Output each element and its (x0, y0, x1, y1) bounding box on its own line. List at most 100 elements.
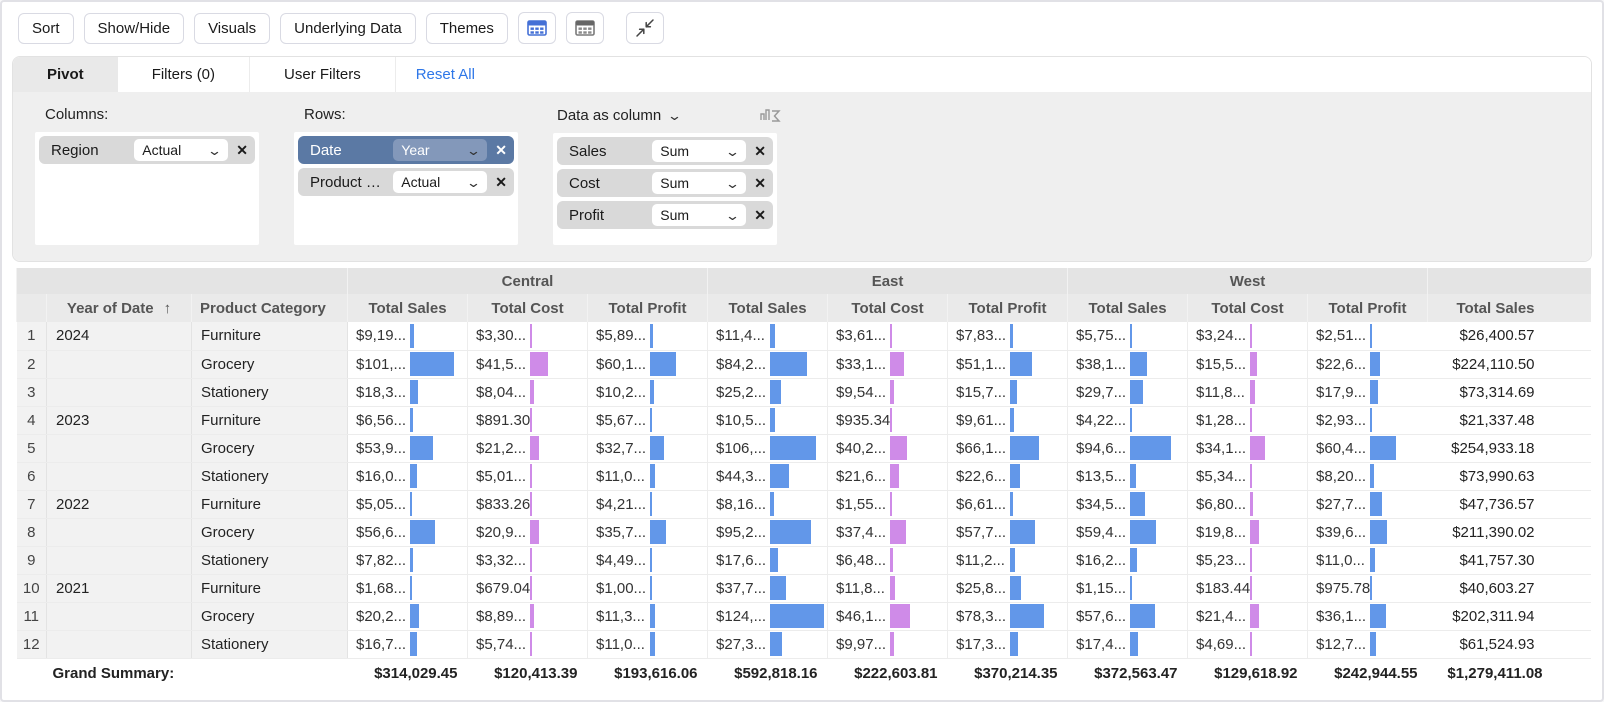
cell-value: $9,61... (956, 411, 1007, 429)
cell-value: $46,1... (836, 607, 887, 625)
rows-dropzone[interactable]: Date Year ⌄ ✕ Product Cat... Actual ⌄ ✕ (294, 132, 518, 245)
cell-value: $1,15... (1076, 579, 1127, 597)
row-number-cell: 8 (16, 518, 47, 547)
east-total-sales-header[interactable]: Total Sales (707, 294, 828, 322)
cell-bar-zone (410, 380, 464, 404)
cell-bar-zone (530, 323, 584, 348)
value-cell: $53,9... (347, 434, 468, 463)
data-as-column-dropdown[interactable]: Data as column ⌄ (557, 107, 682, 124)
west-total-sales-header[interactable]: Total Sales (1067, 294, 1188, 322)
field-pill-region[interactable]: Region Actual ⌄ ✕ (39, 136, 255, 164)
cell-bar-sales (1130, 352, 1148, 376)
show-hide-button[interactable]: Show/Hide (83, 12, 185, 44)
remove-field-icon[interactable]: ✕ (754, 175, 766, 191)
field-pill-product-cat-[interactable]: Product Cat... Actual ⌄ ✕ (298, 168, 514, 196)
cell-bar-zone (650, 492, 704, 516)
columns-dropzone[interactable]: Region Actual ⌄ ✕ (35, 132, 259, 245)
cell-bar-zone (1130, 548, 1184, 572)
value-cell: $20,2... (347, 602, 468, 631)
cell-value: $3,24... (1196, 327, 1247, 345)
product-category-cell: Grocery (191, 350, 348, 379)
cell-value: $5,23... (1196, 551, 1247, 569)
tab-pivot[interactable]: Pivot (13, 57, 118, 92)
central-total-cost-header[interactable]: Total Cost (467, 294, 588, 322)
grand-summary-value: $314,029.45 (347, 657, 468, 689)
row-number-cell: 4 (16, 405, 47, 435)
central-total-profit-header[interactable]: Total Profit (586, 294, 708, 322)
cell-bar-zone (1010, 548, 1064, 572)
cell-bar-sales (770, 632, 783, 656)
cell-value: $39,6... (1316, 523, 1367, 541)
remove-field-icon[interactable]: ✕ (236, 142, 248, 158)
remove-field-icon[interactable]: ✕ (754, 143, 766, 159)
aggregate-sigma-icon[interactable] (759, 106, 781, 124)
pivot-grid-flat-icon[interactable] (565, 12, 604, 44)
value-cell: $11,4... (707, 322, 828, 351)
tab-filters[interactable]: Filters (0) (117, 57, 251, 92)
grand-total-cell: $73,314.69 (1427, 378, 1591, 407)
cell-bar-sales (770, 352, 808, 376)
cell-bar-zone (1370, 436, 1425, 460)
field-pill-label: Product Cat... (310, 173, 394, 191)
value-cell: $4,22... (1067, 405, 1188, 435)
aggregation-select[interactable]: Sum ⌄ (652, 172, 747, 194)
field-pill-sales[interactable]: Sales Sum ⌄ ✕ (557, 137, 773, 165)
cell-bar-cost (530, 408, 532, 432)
value-cell: $60,4... (1307, 434, 1428, 463)
cell-value: $891.30 (476, 411, 530, 429)
cell-bar-zone (650, 352, 704, 376)
data-dropzone[interactable]: Sales Sum ⌄ ✕ Cost Sum ⌄ ✕ Profit Sum ⌄ ✕ (553, 133, 777, 245)
cell-bar-sales (1130, 492, 1146, 516)
west-total-profit-header[interactable]: Total Profit (1307, 294, 1428, 322)
cell-bar-zone (1250, 632, 1304, 656)
cell-bar-profit (1370, 464, 1375, 488)
collapse-columns-icon[interactable] (625, 12, 664, 44)
cell-bar-sales (770, 464, 790, 488)
cell-bar-zone (650, 548, 704, 572)
cell-value: $32,7... (596, 439, 647, 457)
cell-bar-sales (770, 576, 787, 600)
table-row: 4 2023 Furniture $6,56... $891.30 $5,67... $10… (16, 405, 1591, 435)
cell-bar-zone (650, 408, 704, 432)
tab-user-filters[interactable]: User Filters (250, 57, 396, 92)
remove-field-icon[interactable]: ✕ (754, 207, 766, 223)
central-total-sales-header[interactable]: Total Sales (347, 294, 468, 322)
remove-field-icon[interactable]: ✕ (495, 174, 507, 190)
underlying-data-button[interactable]: Underlying Data (280, 12, 416, 44)
value-cell: $183.44 (1187, 573, 1308, 603)
cell-value: $6,48... (836, 551, 887, 569)
value-cell: $1,28... (1187, 405, 1308, 435)
aggregation-select[interactable]: Sum ⌄ (652, 140, 747, 162)
cell-value: $7,83... (956, 327, 1007, 345)
cell-bar-profit (1010, 352, 1033, 376)
table-row: 7 2022 Furniture $5,05... $833.26 $4,21... $8,… (16, 489, 1591, 519)
cell-bar-profit (1010, 464, 1021, 488)
row-number-cell: 10 (16, 573, 47, 603)
cell-value: $53,9... (356, 439, 407, 457)
aggregation-select[interactable]: Actual ⌄ (393, 171, 488, 193)
east-total-cost-header[interactable]: Total Cost (827, 294, 948, 322)
cell-bar-zone (410, 408, 464, 432)
year-of-date-header[interactable]: Year of Date ↑ (46, 294, 192, 322)
visuals-button[interactable]: Visuals (194, 12, 271, 44)
themes-button[interactable]: Themes (425, 12, 508, 44)
west-total-cost-header[interactable]: Total Cost (1187, 294, 1308, 322)
field-pill-profit[interactable]: Profit Sum ⌄ ✕ (557, 201, 773, 229)
field-pill-cost[interactable]: Cost Sum ⌄ ✕ (557, 169, 773, 197)
aggregation-select[interactable]: Year ⌄ (393, 139, 488, 161)
east-total-profit-header[interactable]: Total Profit (947, 294, 1068, 322)
pivot-grid-blue-icon[interactable] (517, 12, 556, 44)
aggregation-select[interactable]: Actual ⌄ (134, 139, 229, 161)
field-pill-date[interactable]: Date Year ⌄ ✕ (298, 136, 514, 164)
remove-field-icon[interactable]: ✕ (495, 142, 507, 158)
value-cell: $37,4... (827, 518, 948, 547)
aggregation-select[interactable]: Sum ⌄ (652, 204, 747, 226)
row-number-cell: 1 (16, 322, 47, 351)
cell-bar-profit (1010, 380, 1018, 404)
reset-all-link[interactable]: Reset All (415, 66, 475, 83)
product-category-header[interactable]: Product Category (191, 294, 348, 322)
grand-total-sales-header[interactable]: Total Sales (1427, 294, 1591, 322)
value-cell: $19,8... (1187, 518, 1308, 547)
cell-bar-zone (1130, 380, 1184, 404)
sort-button[interactable]: Sort (18, 12, 74, 44)
